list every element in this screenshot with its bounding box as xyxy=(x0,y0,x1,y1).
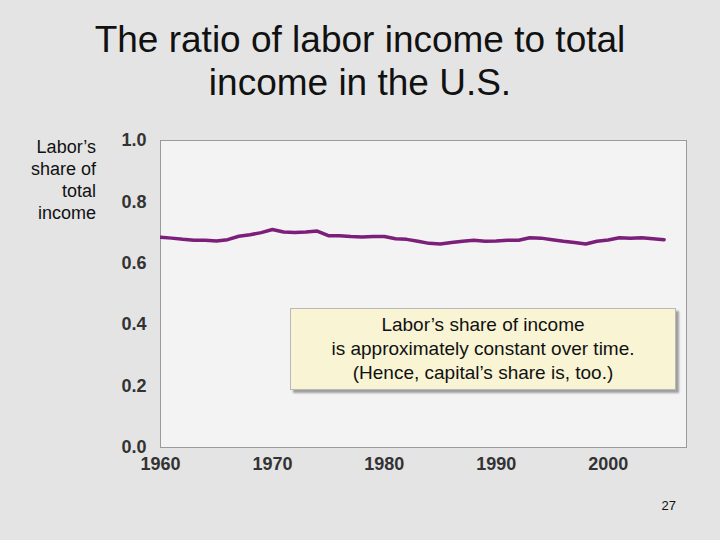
svg-text:1970: 1970 xyxy=(252,454,292,474)
svg-text:1980: 1980 xyxy=(364,454,404,474)
svg-text:1990: 1990 xyxy=(476,454,516,474)
svg-text:0.4: 0.4 xyxy=(121,314,146,334)
svg-text:2000: 2000 xyxy=(588,454,628,474)
svg-text:1.0: 1.0 xyxy=(121,130,146,150)
svg-text:0.2: 0.2 xyxy=(121,376,146,396)
html-text:Labor’s share of total income: Labor’s share of total income xyxy=(31,137,96,223)
html-text:27: 27 xyxy=(661,498,676,513)
svg-text:0.8: 0.8 xyxy=(121,192,146,212)
html-text:The ratio of labor income to t: The ratio of labor income to total incom… xyxy=(94,19,626,103)
html-text:Labor’s share of income is app: Labor’s share of income is approximately… xyxy=(331,314,635,383)
svg-text:0.0: 0.0 xyxy=(121,437,147,458)
svg-text:0.6: 0.6 xyxy=(121,253,146,273)
svg-text:1960: 1960 xyxy=(140,454,180,474)
